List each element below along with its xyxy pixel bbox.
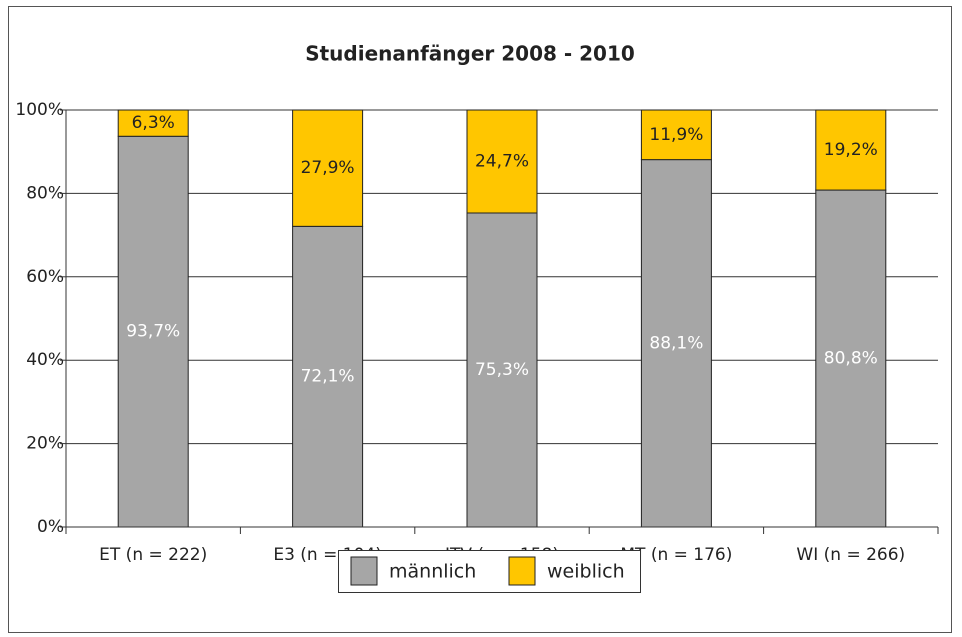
legend-box [338,550,641,593]
data-label: 24,7% [475,151,529,171]
bar-segment [466,109,538,214]
bar-segment [640,109,712,161]
data-label: 93,7% [126,322,180,342]
data-label: 11,9% [649,125,703,145]
x-tick-label: MT (n = 176) [620,545,732,565]
bar-segment [815,189,887,528]
data-label: 75,3% [475,360,529,380]
legend-label: weiblich [547,561,625,583]
data-label: 72,1% [301,367,355,387]
bar-segment [292,109,364,227]
legend-label: männlich [389,561,476,583]
chart-title: Studienanfänger 2008 - 2010 [305,42,635,66]
y-tick-label: 80% [26,183,64,203]
legend-swatch [350,556,378,586]
y-tick-label: 40% [26,350,64,370]
y-tick-label: 0% [37,517,64,537]
data-label: 19,2% [824,140,878,160]
data-label: 88,1% [649,333,703,353]
y-tick-label: 60% [26,267,64,287]
x-tick-label: WI (n = 266) [796,545,905,565]
y-tick-label: 100% [15,100,64,120]
legend-swatch [508,556,536,586]
bar-segment [466,212,538,528]
data-label: 6,3% [132,113,175,133]
data-label: 27,9% [301,158,355,178]
bar-segment [640,159,712,528]
y-tick-label: 20% [26,434,64,454]
bar-segment [117,109,189,137]
bar-segment [815,109,887,191]
bar-segment [117,135,189,528]
x-tick-label: ET (n = 222) [99,545,207,565]
data-label: 80,8% [824,349,878,369]
